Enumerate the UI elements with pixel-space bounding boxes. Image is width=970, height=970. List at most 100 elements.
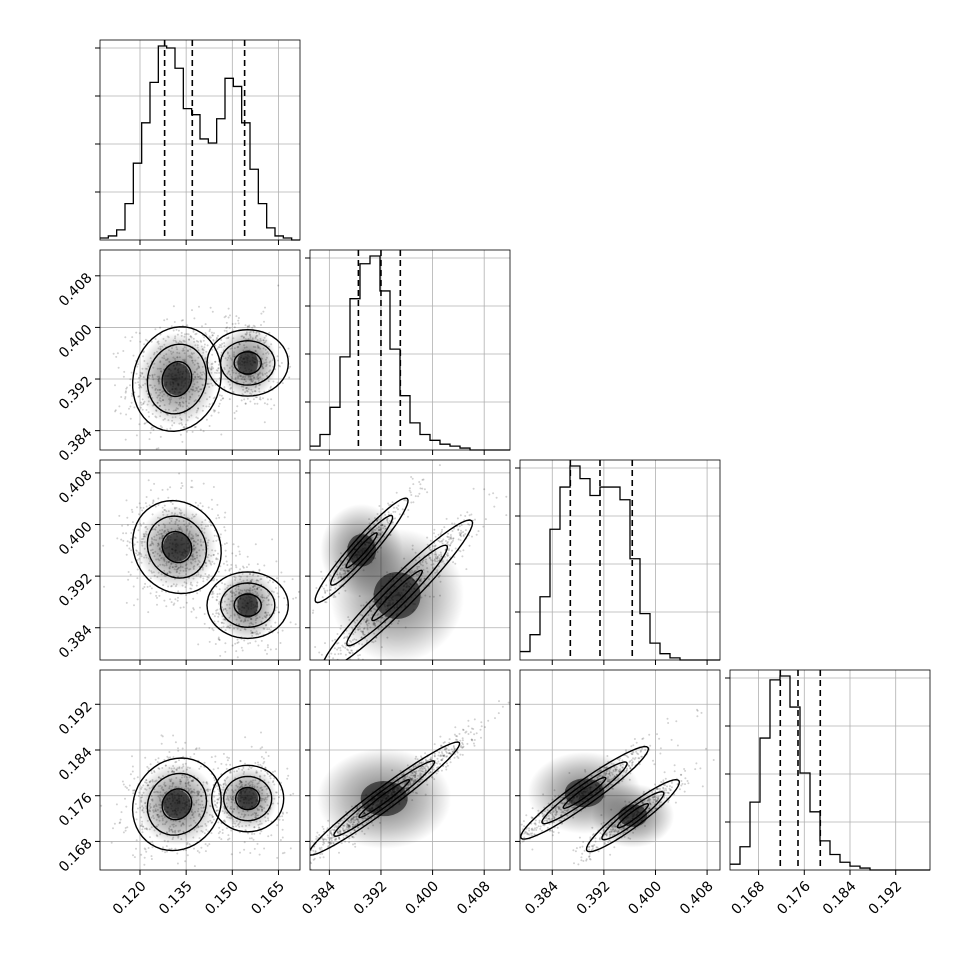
scatter-point [172,603,175,606]
scatter-point [449,544,452,547]
scatter-point [128,784,131,787]
scatter-point [222,752,225,755]
scatter-point [312,609,315,612]
scatter-point [144,338,147,341]
scatter-point [138,502,141,505]
scatter-point [192,330,195,333]
scatter-point [249,642,252,644]
scatter-point [443,526,446,529]
scatter-point [214,755,217,758]
scatter-point [253,832,256,835]
scatter-point [206,576,209,579]
scatter-point [130,401,133,404]
scatter-point [251,833,253,835]
scatter-point [144,848,147,851]
scatter-point [202,580,205,583]
scatter-point [181,440,184,443]
scatter-point [350,649,353,652]
scatter-point [119,821,122,824]
scatter-point [208,405,211,408]
scatter-point [275,587,277,589]
scatter-point [206,578,209,581]
scatter-point [134,381,137,384]
scatter-point [226,756,229,759]
scatter-point [256,740,258,742]
scatter-point [454,726,457,729]
scatter-point [468,523,471,526]
scatter-point [125,413,128,416]
scatter-point [132,354,135,357]
scatter-point [135,818,138,821]
scatter-point [195,747,198,750]
scatter-point [289,618,291,620]
scatter-point [218,377,221,380]
scatter-point [280,571,283,574]
scatter-point [197,803,200,806]
scatter-point [230,563,233,566]
scatter-point [208,574,210,576]
scatter-point [235,650,238,653]
scatter-point [470,738,473,741]
scatter-point [212,592,215,595]
scatter-point [266,652,268,655]
scatter-panel-1-3-marks [310,700,510,870]
scatter-point [265,751,267,754]
scatter-point [150,855,153,858]
scatter-point [231,552,234,555]
scatter-point [229,763,232,766]
scatter-point [120,811,123,814]
scatter-point [204,332,207,335]
scatter-point [120,396,123,398]
contour-level-0 [234,786,261,811]
scatter-point [419,483,422,486]
scatter-point [163,504,166,507]
scatter-point [224,315,227,318]
scatter-point [118,822,121,825]
scatter-point [190,587,193,590]
scatter-point [464,515,467,517]
scatter-point [279,365,281,368]
scatter-point [267,835,270,838]
scatter-point [215,372,218,374]
scatter-point [447,536,450,538]
scatter-panel-0-1-frame [99,249,301,451]
scatter-point [230,853,233,856]
scatter-point [332,657,335,660]
scatter-point [339,646,342,649]
scatter-point [247,642,250,645]
scatter-point [239,568,242,571]
scatter-point [184,741,187,744]
scatter-point [238,553,241,556]
scatter-point [337,662,339,664]
scatter-point [455,735,458,737]
scatter-point [457,529,460,531]
scatter-point [131,789,134,792]
scatter-point [122,831,125,834]
scatter-point [190,610,193,613]
scatter-point [149,431,152,434]
scatter-point [202,339,205,342]
scatter-point [449,752,452,755]
scatter-point [330,662,332,664]
scatter-point [97,592,99,594]
scatter-point [324,601,327,604]
scatter-point [135,372,138,375]
scatter-point [216,347,219,350]
scatter-point [331,639,334,642]
scatter-point [160,734,163,737]
scatter-point [221,832,224,834]
scatter-point [434,535,437,538]
scatter-point [153,453,155,455]
scatter-point [131,755,133,758]
scatter-point [209,328,211,331]
scatter-point [264,766,267,769]
scatter-point [139,340,142,343]
scatter-point [215,369,218,372]
scatter-point [282,819,284,821]
scatter-point [388,504,391,507]
scatter-point [141,825,144,828]
scatter-point [337,642,340,644]
scatter-point [224,642,227,645]
scatter-point [445,517,448,520]
scatter-point [407,515,409,518]
